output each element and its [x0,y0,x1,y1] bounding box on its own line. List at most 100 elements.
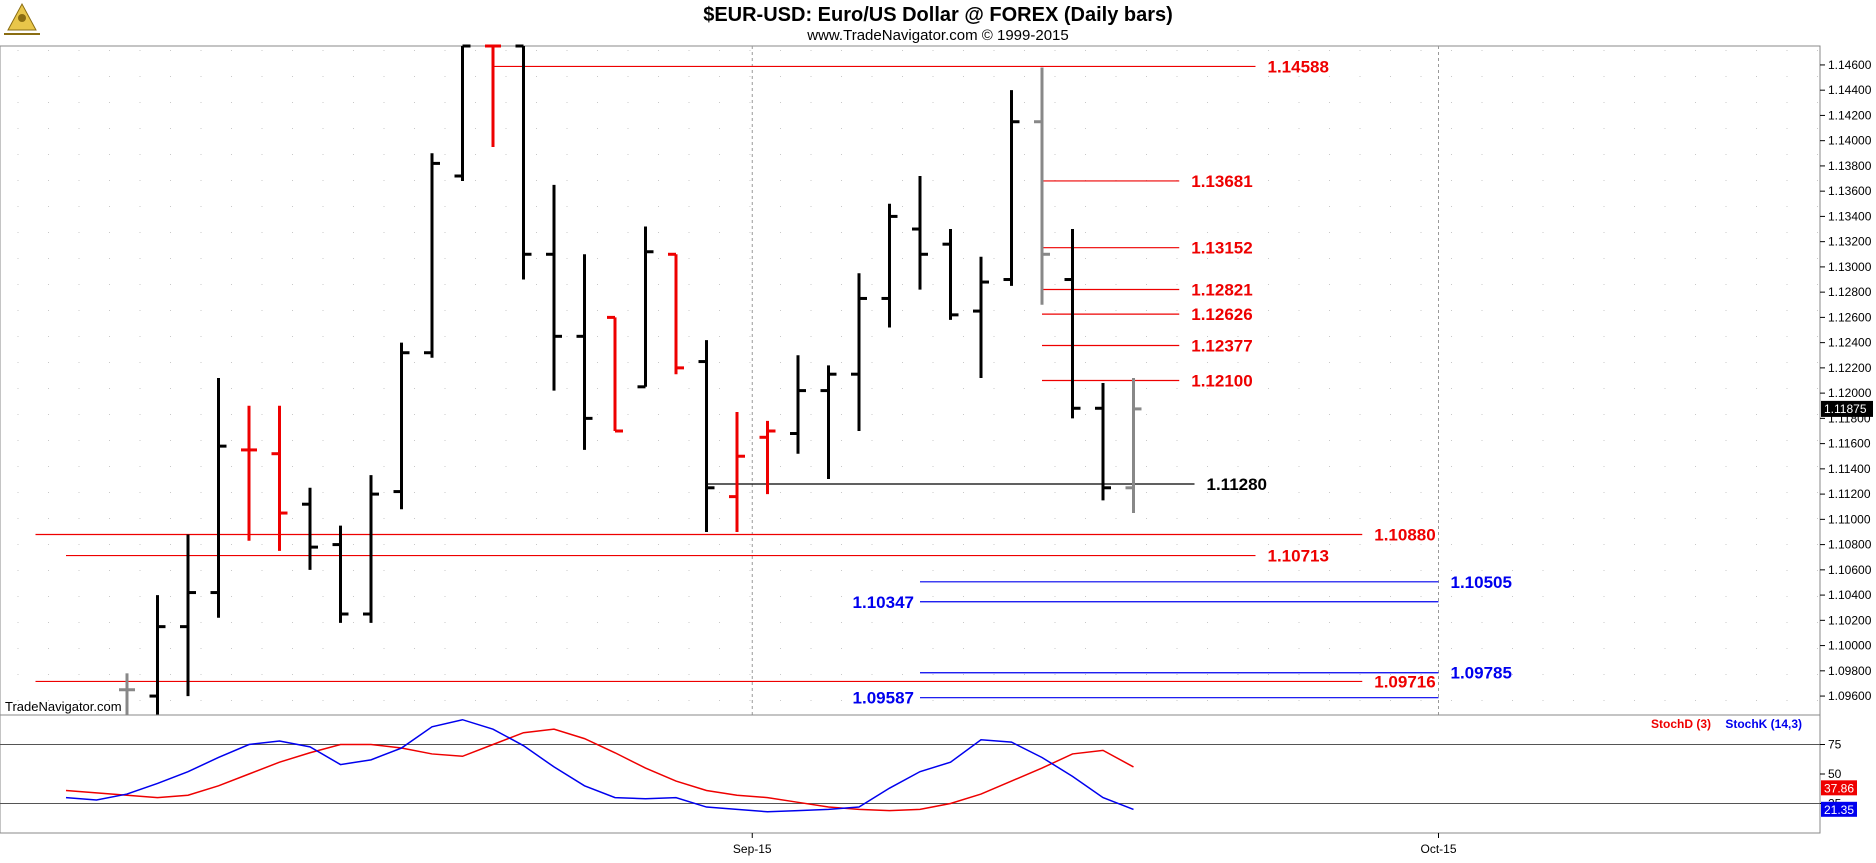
price-tick-label: 1.11400 [1828,462,1871,476]
level-label-1.11280: 1.11280 [1207,475,1268,494]
ohlc-bar [851,273,867,431]
ohlc-bar [149,595,166,715]
ohlc-bar [729,412,745,532]
level-label-1.14588: 1.14588 [1268,57,1329,76]
level-label-1.12821: 1.12821 [1191,280,1252,299]
price-grid [17,46,1818,833]
chart-title: $EUR-USD: Euro/US Dollar @ FOREX (Daily … [703,4,1173,26]
ohlc-bar [973,256,989,378]
ohlc-bar [332,525,349,623]
level-label-1.10505: 1.10505 [1451,573,1512,592]
ohlc-bar [241,405,257,541]
ohlc-bar [515,44,532,280]
level-label-1.13681: 1.13681 [1191,172,1252,191]
ohlc-bar [820,365,837,479]
x-tick-label: Oct-15 [1420,842,1456,856]
ohlc-bar [119,673,135,715]
ohlc-bar [302,487,318,570]
price-panel [0,45,1821,716]
price-tick-label: 1.10800 [1828,538,1872,552]
price-tick-label: 1.13600 [1828,184,1872,198]
stoch-k-line [65,718,1134,813]
ohlc-bar [546,184,562,391]
price-tick-label: 1.10600 [1828,563,1872,577]
ohlc-bar [942,229,959,320]
stochastic-grid [0,744,1820,804]
level-label-1.10347: 1.10347 [853,593,914,612]
price-tick-label: 1.12000 [1828,386,1872,400]
price-tick-label: 1.13200 [1828,235,1872,249]
legend-stoch-k: StochK (14,3) [1725,717,1802,731]
ohlc-bars [119,44,1142,715]
ohlc-bar [1095,383,1111,501]
stochastic-tick-label: 75 [1828,738,1842,752]
price-tick-label: 1.11600 [1828,437,1871,451]
ohlc-bar [576,254,593,450]
ohlc-bar [668,252,684,375]
price-tick-label: 1.12600 [1828,310,1872,324]
ohlc-bar [210,377,227,618]
price-tick-label: 1.14200 [1828,108,1872,122]
stoch-d-value-tag [1821,780,1857,796]
ohlc-bar [881,203,898,328]
level-label-1.09716: 1.09716 [1374,672,1435,691]
ohlc-bar [698,340,715,532]
level-label-1.09587: 1.09587 [853,689,914,708]
ohlc-bar [637,226,654,389]
price-tick-label: 1.10000 [1828,639,1872,653]
ohlc-bar [485,44,501,147]
level-label-1.13152: 1.13152 [1191,239,1252,258]
stoch-d-line [65,728,1134,812]
level-label-1.12626: 1.12626 [1191,305,1252,324]
price-tick-label: 1.09800 [1828,664,1872,678]
price-tick-label: 1.10400 [1828,588,1872,602]
ohlc-bar [790,355,806,454]
ohlc-bar [271,405,288,551]
price-tick-label: 1.13400 [1828,209,1872,223]
ohlc-bar [424,153,440,358]
stoch-k-value-tag [1821,801,1857,817]
price-tick-label: 1.11000 [1828,512,1871,526]
ohlc-bar [1125,377,1142,514]
chart-subtitle: www.TradeNavigator.com © 1999-2015 [806,27,1068,44]
ohlc-bar [363,475,379,623]
price-tick-label: 1.14000 [1828,134,1872,148]
price-tick-label: 1.13800 [1828,159,1872,173]
price-tick-label: 1.13000 [1828,260,1872,274]
level-label-1.10880: 1.10880 [1374,525,1435,544]
price-tick-label: 1.11200 [1828,487,1871,501]
stochastic-panel [0,714,1821,834]
level-label-1.12100: 1.12100 [1191,372,1252,391]
price-tick-label: 1.14400 [1828,83,1872,97]
stochastic-tick-label: 50 [1828,767,1842,781]
ohlc-bar [454,44,471,182]
current-price-tag [1821,400,1873,417]
price-tick-label: 1.12400 [1828,336,1872,350]
level-label-1.12377: 1.12377 [1191,337,1252,356]
price-axis: 1.09600 1.09800 1.10000 1.10200 1.10400 1.106… [1820,58,1873,703]
ohlc-bar [1064,229,1081,419]
stoch-k-value: 21.35 [1824,803,1854,817]
ohlc-bar [912,176,928,290]
level-label-1.10713: 1.10713 [1268,547,1329,566]
price-tick-label: 1.12200 [1828,361,1872,375]
x-tick-label: Sep-15 [733,842,772,856]
logo-icon [4,2,40,35]
price-tick-label: 1.12800 [1828,285,1872,299]
stochastic-lines [65,718,1134,813]
price-tick-label: 1.14600 [1828,58,1872,72]
stoch-d-value: 37.86 [1824,781,1854,795]
legend-stoch-d: StochD (3) [1651,717,1711,731]
level-label-1.09785: 1.09785 [1451,664,1512,683]
ohlc-bar [1034,67,1050,305]
ohlc-bar [393,342,410,510]
current-price-label: 1.11875 [1824,402,1867,416]
x-axis: Sep-15 Oct-15 [0,832,1820,856]
ohlc-bar [1003,90,1020,286]
price-tick-label: 1.10200 [1828,613,1872,627]
ohlc-bar [180,534,196,697]
level-lines: 1.14588 1.13681 1.13152 1.12821 1.12626 1.123… [35,57,1512,708]
price-tick-label: 1.09600 [1828,689,1872,703]
